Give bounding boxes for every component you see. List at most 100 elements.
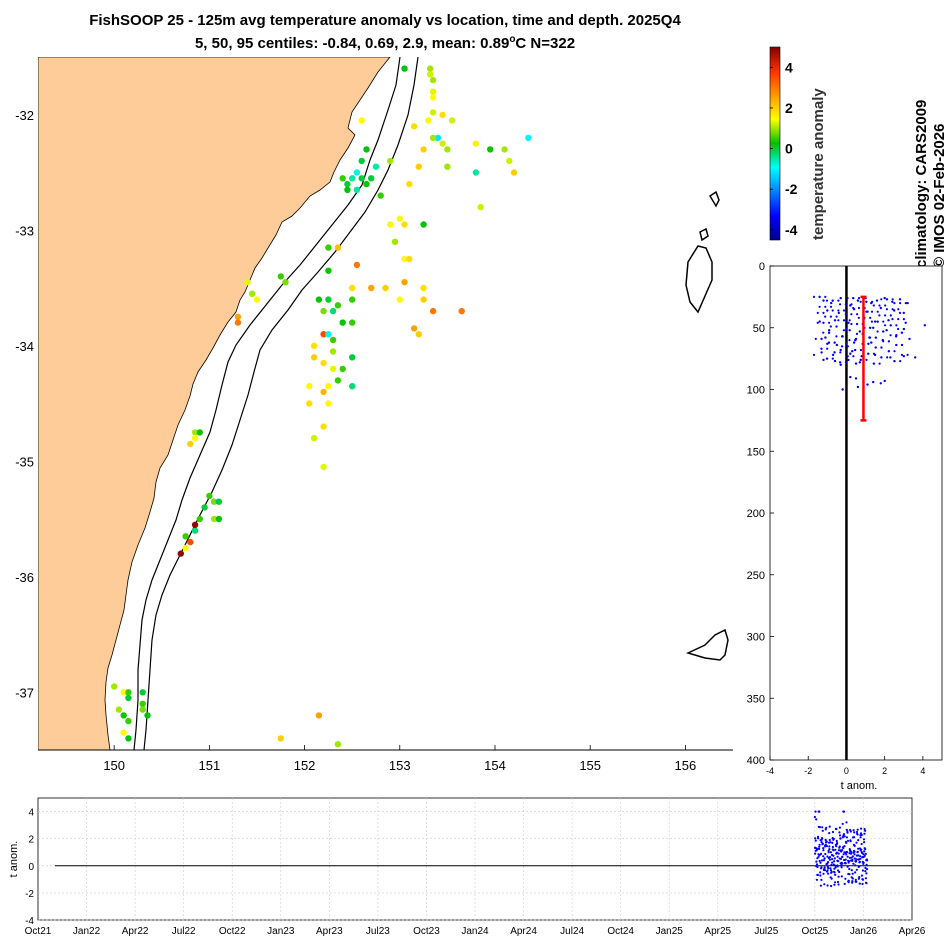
island-middle	[699, 227, 709, 242]
depth-point	[859, 358, 862, 361]
time-point	[833, 857, 836, 860]
map-ytick-label: -33	[15, 223, 34, 238]
depth-point	[835, 325, 838, 328]
time-point	[815, 863, 819, 866]
time-point	[831, 845, 835, 849]
time-point	[862, 861, 865, 864]
time-point	[833, 860, 836, 863]
isobath-outer	[143, 57, 419, 750]
map-point	[201, 504, 208, 511]
time-point	[814, 810, 817, 813]
depth-point	[822, 321, 825, 324]
map-point	[191, 521, 199, 528]
map-point	[120, 712, 127, 719]
time-point	[820, 852, 823, 856]
depth-point	[833, 319, 837, 322]
map-point	[420, 296, 427, 303]
map-point	[349, 319, 356, 326]
map-point	[420, 221, 427, 228]
map-point	[382, 284, 389, 292]
map-point	[177, 550, 184, 557]
time-point	[835, 839, 838, 843]
map-point	[329, 307, 337, 315]
time-point	[818, 843, 821, 846]
map-point	[325, 400, 332, 407]
time-point	[836, 880, 840, 884]
depth-ytick-label: 300	[747, 632, 765, 644]
time-point	[850, 876, 853, 879]
time-point	[815, 860, 818, 863]
depth-point	[831, 357, 834, 360]
depth-point	[885, 298, 889, 301]
island-lord-howe	[685, 245, 713, 314]
depth-point	[816, 321, 819, 324]
map-point	[396, 215, 403, 222]
depth-point	[837, 299, 840, 302]
depth-point	[848, 329, 851, 332]
time-point	[827, 872, 830, 875]
map-point	[349, 383, 356, 390]
time-point	[816, 847, 819, 851]
depth-ytick-label: 50	[753, 323, 765, 335]
depth-point	[835, 335, 838, 338]
depth-point	[825, 357, 829, 360]
depth-point	[880, 346, 883, 349]
time-xtick-label: Oct22	[219, 926, 246, 937]
time-point	[819, 867, 823, 870]
map-point	[329, 348, 337, 355]
time-point	[855, 830, 859, 834]
map-point	[182, 544, 189, 552]
depth-point	[865, 300, 868, 303]
map-point	[334, 741, 342, 748]
depth-point	[885, 308, 889, 311]
depth-point	[824, 305, 827, 308]
map-point	[439, 140, 446, 147]
depth-point	[902, 327, 905, 331]
depth-point	[846, 355, 849, 358]
map-point	[358, 157, 365, 165]
time-point	[830, 863, 833, 866]
map-point	[339, 319, 346, 326]
map-ytick-label: -32	[15, 108, 34, 123]
time-point	[831, 841, 834, 845]
depth-point	[899, 302, 902, 305]
depth-point	[889, 334, 892, 337]
depth-point	[878, 362, 881, 365]
map-point	[210, 498, 218, 505]
depth-point	[879, 382, 882, 385]
time-point	[845, 821, 848, 824]
time-point	[829, 869, 833, 872]
time-point	[828, 845, 831, 848]
depth-ytick-label: 150	[747, 446, 765, 458]
depth-point	[873, 320, 877, 323]
time-point	[832, 838, 835, 841]
time-xtick-label: Jan22	[73, 926, 101, 937]
map-point	[320, 388, 327, 396]
time-point	[843, 858, 846, 862]
map-point	[196, 515, 203, 523]
map-point	[344, 180, 351, 188]
copyright-credit: © IMOS 02-Feb-2026	[931, 124, 948, 268]
time-point	[834, 843, 837, 847]
time-point	[829, 851, 833, 854]
time-point	[839, 857, 843, 861]
colorbar-label: temperature anomaly	[810, 88, 827, 240]
island-small	[708, 190, 720, 208]
time-point	[834, 866, 837, 869]
time-point	[853, 831, 856, 834]
depth-point	[887, 319, 890, 322]
depth-point	[880, 356, 883, 359]
depth-point	[831, 299, 834, 302]
colorbar: 4 2 0 -2 -4 temperature anomaly	[769, 46, 827, 241]
depth-point	[842, 329, 846, 332]
depth-point	[852, 355, 855, 358]
depth-point	[816, 311, 819, 314]
time-point	[837, 860, 840, 863]
time-point	[823, 866, 826, 869]
map-point	[120, 729, 127, 736]
depth-point	[883, 296, 886, 300]
time-point	[834, 873, 837, 877]
map-point	[525, 134, 532, 142]
depth-point	[885, 329, 888, 332]
